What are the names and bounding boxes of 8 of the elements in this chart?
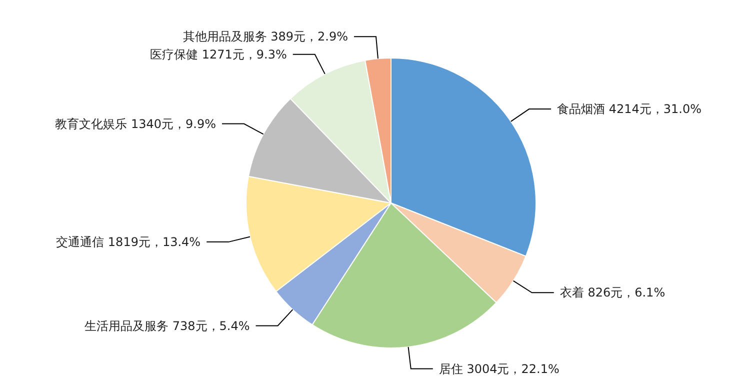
slice-label: 衣着 826元，6.1% xyxy=(560,286,666,300)
slice-label: 食品烟酒 4214元，31.0% xyxy=(557,102,702,116)
slice-label: 生活用品及服务 738元，5.4% xyxy=(84,318,250,333)
slice-label: 教育文化娱乐 1340元，9.9% xyxy=(55,116,216,131)
slice-label: 居住 3004元，22.1% xyxy=(438,362,560,376)
slice-label: 其他用品及服务 389元，2.9% xyxy=(182,30,348,44)
slice-label: 交通通信 1819元，13.4% xyxy=(56,234,201,249)
slice-label: 医疗保健 1271元，9.3% xyxy=(150,47,287,62)
